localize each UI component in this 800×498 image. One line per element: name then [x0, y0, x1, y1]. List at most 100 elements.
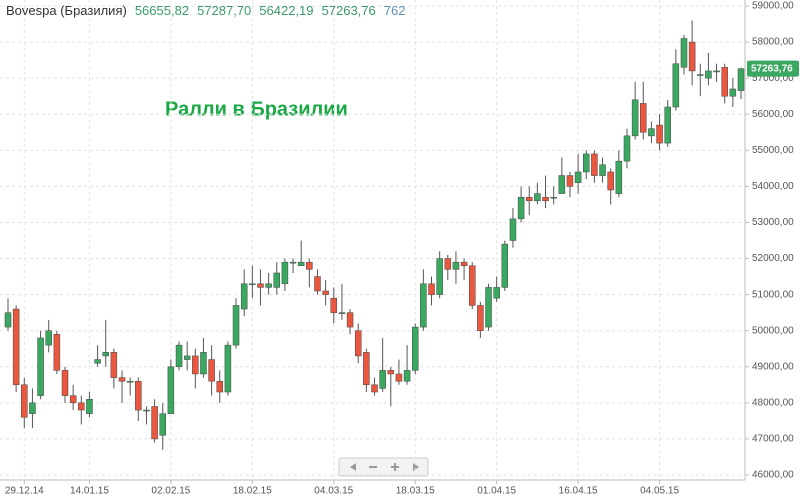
candle-body [289, 261, 297, 264]
candle-body [485, 287, 492, 328]
candle-body [534, 193, 541, 202]
candle-body [387, 370, 395, 375]
candle-body [566, 175, 574, 187]
y-tick-label: 59000,00 [752, 1, 794, 12]
last-price-label: 57263,76 [751, 63, 793, 74]
candle-body [183, 355, 191, 360]
candle-body [509, 218, 517, 241]
candle-body [110, 352, 118, 378]
candle-body [640, 103, 647, 133]
candle-body [135, 380, 142, 411]
candle-body [721, 67, 728, 97]
candle-body [599, 164, 606, 176]
last-price-marker [747, 60, 799, 77]
candle-body [631, 99, 639, 137]
candle-body [338, 312, 346, 314]
candle-body [143, 409, 150, 412]
candle-body [648, 128, 655, 137]
candle-body [517, 196, 525, 220]
candle-body [21, 384, 28, 418]
candle-body [493, 287, 500, 299]
candle-body [542, 196, 549, 202]
candle-body [4, 312, 12, 328]
candle-body [444, 258, 452, 270]
candle-body [306, 261, 313, 270]
candle-body [436, 258, 443, 295]
y-tick-label: 58000,00 [752, 37, 794, 48]
candle-body [69, 395, 77, 404]
candle-body [395, 373, 403, 382]
candle-body [680, 38, 688, 68]
y-tick-label: 57000,00 [752, 73, 794, 84]
high-value: 57287,70 [197, 3, 252, 18]
x-tick-label: 16.04.15 [559, 486, 598, 497]
y-tick-label: 47000,00 [752, 434, 794, 445]
candle-body [53, 334, 61, 371]
x-tick-label: 18.03.15 [396, 486, 435, 497]
low-value: 56422,19 [259, 3, 314, 18]
nav-left[interactable] [350, 463, 356, 471]
candle-body [583, 153, 590, 173]
x-tick-label: 01.04.15 [477, 486, 516, 497]
x-tick-label: 14.01.15 [70, 486, 109, 497]
candle-body [713, 70, 720, 73]
candle-body [705, 70, 712, 79]
candle-body [297, 261, 305, 267]
candle-body [428, 283, 435, 295]
candle-body [737, 68, 745, 91]
candle-body [86, 398, 93, 414]
candle-body [151, 406, 158, 440]
y-tick-label: 50000,00 [752, 325, 794, 336]
candle-body [371, 384, 378, 393]
candle-body [574, 171, 582, 184]
open-value: 56655,82 [134, 3, 190, 18]
candle-body [403, 370, 411, 382]
candle-body [379, 370, 386, 389]
y-tick-label: 51000,00 [752, 289, 794, 300]
y-tick-label: 48000,00 [752, 397, 794, 408]
candle-body [208, 359, 215, 382]
candle-body [37, 337, 44, 396]
nav-buttons[interactable] [338, 457, 429, 477]
candle-body [420, 283, 427, 328]
candle-body [664, 106, 671, 144]
candle-body [118, 377, 126, 382]
candle-body [167, 366, 175, 414]
candle-body [452, 261, 460, 270]
candle-body [330, 297, 338, 313]
candle-body [363, 352, 370, 386]
candle-body [126, 380, 134, 383]
x-tick-label: 04.05.15 [640, 486, 679, 497]
candle-body [460, 261, 468, 267]
instrument-name: Bovespa (Бразилия) [6, 3, 127, 18]
candle-body [175, 344, 183, 368]
candle-body [192, 355, 199, 375]
x-tick-label: 04.03.15 [314, 486, 353, 497]
nav-bar [338, 457, 429, 477]
nav-right[interactable] [413, 463, 419, 471]
candle-body [265, 283, 272, 288]
candle-body [672, 63, 680, 108]
candle-body [94, 359, 101, 364]
annotation: Ралли в Бразилии [165, 98, 348, 120]
candle-body [61, 370, 69, 396]
candle-body [281, 261, 289, 285]
candle-body [525, 196, 533, 202]
y-tick-label: 46000,00 [752, 470, 794, 481]
candle-body [216, 380, 224, 393]
candle-body [501, 243, 509, 288]
candle-body [273, 272, 281, 288]
candle-body [615, 160, 623, 194]
candle-body [78, 402, 85, 411]
candle-body [468, 265, 476, 306]
close-value: 57263,76 [321, 3, 376, 18]
candle-body [656, 124, 663, 144]
x-tick-label: 18.02.15 [233, 486, 272, 497]
y-tick-label: 49000,00 [752, 361, 794, 372]
candle-body [322, 290, 329, 295]
candle-body [558, 175, 566, 194]
header: Bovespa (Бразилия) 56655,82 57287,70 56422,… [6, 3, 413, 18]
candle-body [45, 330, 52, 346]
candle-body [240, 283, 248, 310]
